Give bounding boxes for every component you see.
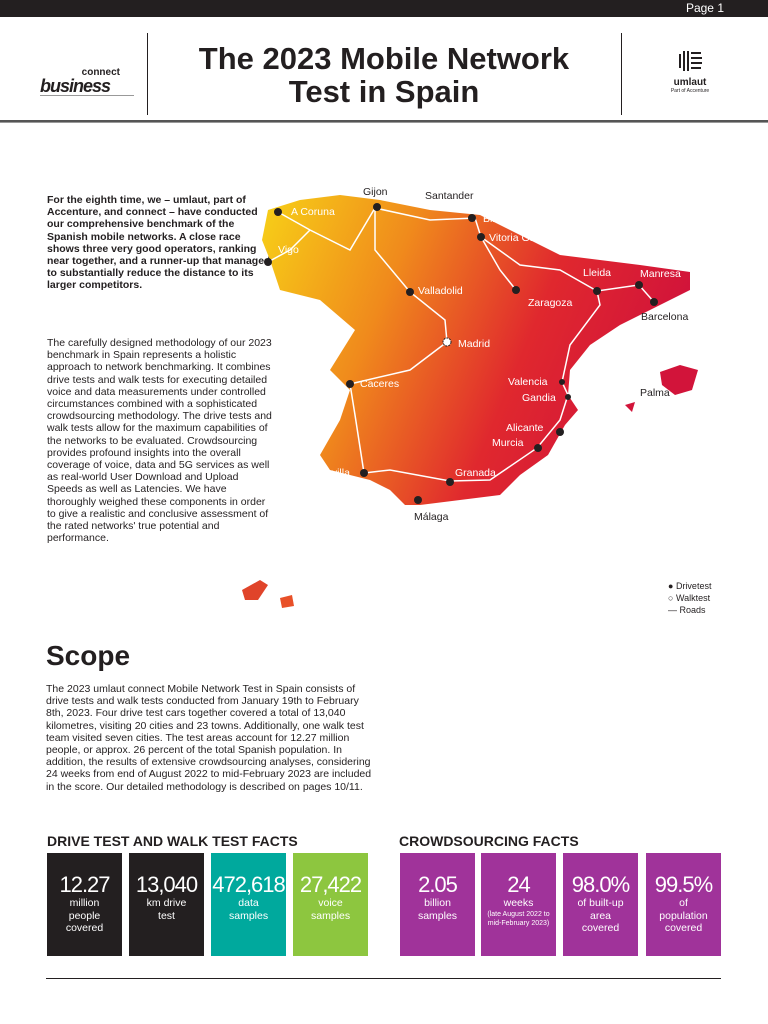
fact-label: of built-up area covered — [577, 897, 624, 934]
scope-heading: Scope — [46, 640, 131, 671]
legend-label: Roads — [679, 605, 706, 615]
title-line: The 2023 Mobile Network — [198, 41, 570, 76]
scope-body: The 2023 umlaut connect Mobile Network T… — [46, 683, 372, 793]
city-label: Lleida — [583, 267, 612, 279]
fact-label: weeks — [503, 897, 534, 909]
city-label: Gijon — [363, 186, 388, 198]
fact-value: 24 — [507, 872, 530, 897]
city-label: Vitoria Gasteiz — [489, 232, 558, 244]
fact-label: data samples — [229, 897, 269, 922]
legend-roads: — Roads — [668, 605, 706, 615]
city-label: Bilbao — [483, 213, 513, 225]
divider — [147, 33, 148, 115]
drive-facts-heading: DRIVE TEST AND WALK TEST FACTS — [47, 833, 298, 849]
fact-label: voice samples — [311, 897, 351, 922]
city-label: Caceres — [360, 378, 400, 390]
city-label: Granada — [455, 467, 496, 479]
legend-drivetest: ● Drivetest — [668, 581, 712, 591]
fact-value: 13,040 — [135, 872, 198, 897]
city-label: Gandia — [522, 392, 556, 404]
legend-walktest: ○ Walktest — [668, 593, 711, 603]
fact-note: (late August 2022 to mid-February 2023) — [487, 910, 550, 927]
city-label: A Coruna — [291, 206, 335, 218]
fact-value: 98.0% — [571, 872, 630, 897]
spain-map-shape — [242, 195, 698, 608]
city-label: Vigo — [278, 244, 299, 256]
legend-label: Drivetest — [675, 581, 712, 591]
fact-label: of population covered — [659, 897, 708, 934]
fact-label: km drive test — [146, 897, 187, 922]
fact-card: 99.5% of population covered — [646, 853, 721, 956]
page-title: The 2023 Mobile Network Test in Spain — [160, 42, 608, 108]
fact-card: 472,618 data samples — [211, 853, 286, 956]
footer-rule — [46, 978, 721, 979]
city-label: Valladolid — [418, 285, 463, 297]
city-label: Alicante — [506, 422, 544, 434]
title-line: Test in Spain — [288, 74, 480, 109]
legend-label: Walktest — [675, 593, 711, 603]
logo-text: umlaut — [673, 77, 707, 88]
city-label: Santander — [425, 190, 474, 202]
fact-card: 24 weeks (late August 2022 to mid-February… — [481, 853, 556, 956]
fact-card: 98.0% of built-up area covered — [563, 853, 638, 956]
logo-text: Part of Accenture — [670, 88, 710, 94]
umlaut-mark-icon — [679, 51, 702, 71]
fact-card: 2.05 billion samples — [400, 853, 475, 956]
logo-text: business — [40, 77, 134, 96]
logo-text: connect — [81, 67, 120, 78]
umlaut-logo: umlaut Part of Accenture — [660, 50, 720, 94]
fact-label: million people covered — [65, 897, 104, 934]
fact-card: 12.27 million people covered — [47, 853, 122, 956]
connect-business-logo: connect business — [40, 68, 134, 96]
intro-lead: For the eighth time, we – umlaut, part o… — [47, 194, 271, 292]
page-number: Page 1 — [685, 1, 724, 15]
divider — [621, 33, 622, 115]
city-label: Málaga — [414, 511, 449, 523]
map-legend: ● Drivetest ○ Walktest — Roads — [668, 580, 711, 616]
city-label: Madrid — [458, 338, 491, 350]
city-label: Valencia — [508, 376, 548, 388]
city-label: Murcia — [492, 437, 524, 449]
city-label: Zaragoza — [528, 297, 573, 309]
fact-value: 12.27 — [59, 872, 110, 897]
city-label: Barcelona — [641, 311, 689, 323]
intro-body: The carefully designed methodology of ou… — [47, 337, 272, 545]
fact-value: 99.5% — [654, 872, 713, 897]
city-label: Manresa — [640, 268, 681, 280]
city-label: Palma — [640, 387, 670, 399]
header-rule — [0, 120, 768, 123]
fact-card: 13,040 km drive test — [129, 853, 204, 956]
city-label: Sevilla — [319, 467, 350, 479]
fact-value: 472,618 — [212, 872, 286, 897]
fact-value: 27,422 — [299, 872, 362, 897]
fact-label: billion samples — [417, 897, 458, 922]
top-bar: Page 1 — [0, 0, 768, 17]
fact-card: 27,422 voice samples — [293, 853, 368, 956]
fact-value: 2.05 — [418, 872, 458, 897]
crowd-facts-heading: CROWDSOURCING FACTS — [399, 833, 579, 849]
spain-map: Gijon Santander A Coruna Bilbao Vitoria … — [230, 180, 768, 620]
